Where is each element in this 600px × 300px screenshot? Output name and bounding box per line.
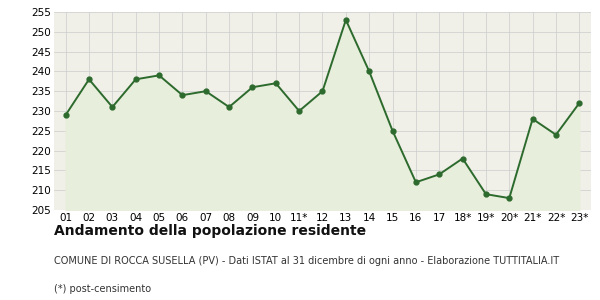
Text: Andamento della popolazione residente: Andamento della popolazione residente [54,224,366,238]
Text: (*) post-censimento: (*) post-censimento [54,284,151,293]
Text: COMUNE DI ROCCA SUSELLA (PV) - Dati ISTAT al 31 dicembre di ogni anno - Elaboraz: COMUNE DI ROCCA SUSELLA (PV) - Dati ISTA… [54,256,559,266]
